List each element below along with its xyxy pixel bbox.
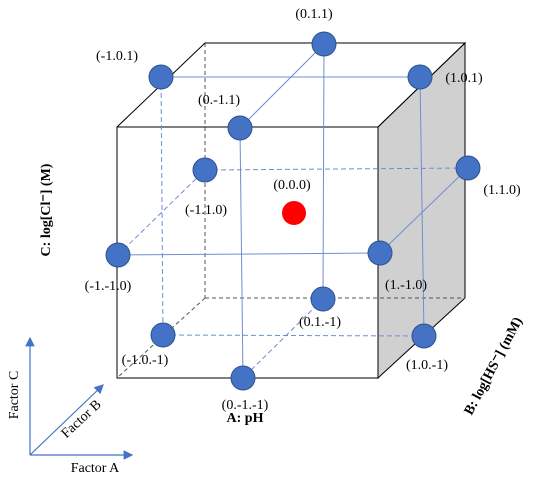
- factor-arrows: [25, 336, 134, 460]
- node: [411, 323, 437, 349]
- legend-label: Factor B: [59, 397, 105, 441]
- node: [150, 322, 176, 348]
- legend-label: Factor C: [7, 371, 22, 420]
- node: [105, 242, 131, 268]
- design-lines: [117, 43, 469, 379]
- axis-label: B: log[HS⁻] (mM): [462, 315, 526, 418]
- node-label: (0.-1.-1): [222, 398, 269, 413]
- node-label: (1.1.0): [483, 183, 521, 198]
- center-node: [282, 201, 306, 225]
- node: [455, 155, 481, 181]
- node-label: (-1.-1.0): [85, 279, 132, 294]
- node-label: (0.0.0): [273, 178, 311, 193]
- node-label: (0.1.1): [295, 7, 333, 22]
- axis-label: A: pH: [227, 411, 264, 426]
- node-label: (1.0.1): [445, 71, 483, 86]
- legend-label: Factor A: [71, 461, 120, 476]
- node: [367, 240, 393, 266]
- node-label: (1.0.-1): [406, 358, 448, 373]
- node-label: (-1.0.-1): [122, 353, 169, 368]
- node: [192, 157, 218, 183]
- node-label: (0.1.-1): [299, 315, 341, 330]
- node: [407, 64, 433, 90]
- node: [230, 365, 256, 391]
- node: [310, 286, 336, 312]
- node: [227, 115, 253, 141]
- node-label: (-1.1.0): [185, 203, 227, 218]
- node-label: (0.-1.1): [198, 93, 240, 108]
- axis-label: C: log[Cl⁻] (M): [39, 163, 54, 256]
- node-label: (1.-1.0): [385, 278, 427, 293]
- node-label: (-1.0.1): [96, 49, 138, 64]
- node: [311, 31, 337, 57]
- design-points: [105, 31, 481, 391]
- node: [148, 64, 174, 90]
